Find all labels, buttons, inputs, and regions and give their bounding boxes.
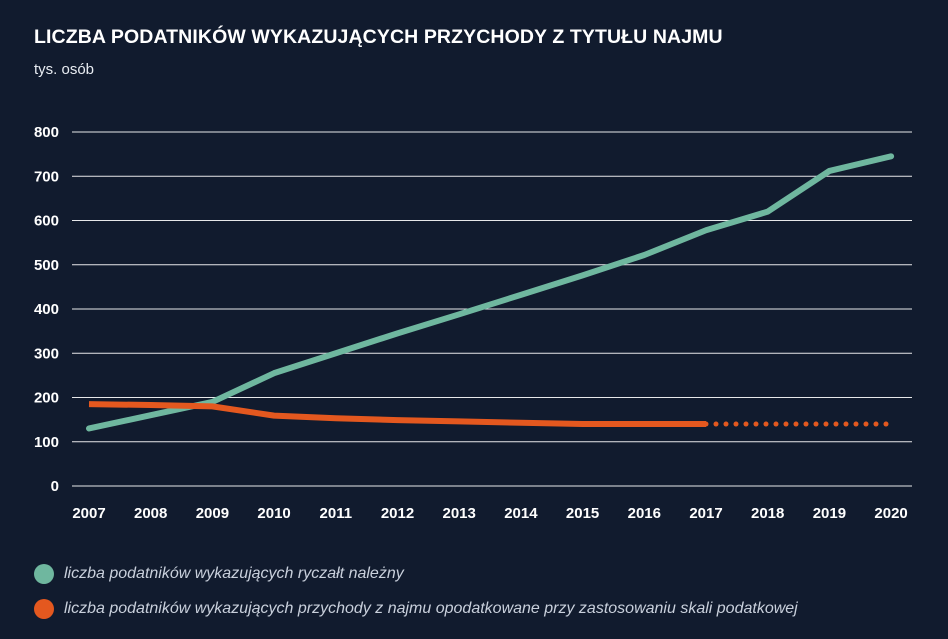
legend-item: liczba podatników wykazujących przychody…	[34, 597, 934, 621]
y-tick-label: 0	[51, 478, 59, 495]
x-tick-label: 2016	[628, 505, 661, 522]
y-tick-label: 200	[34, 390, 59, 407]
x-tick-label: 2015	[566, 505, 599, 522]
y-tick-label: 600	[34, 213, 59, 230]
y-tick-label: 100	[34, 434, 59, 451]
legend-label: liczba podatników wykazujących przychody…	[64, 600, 798, 617]
x-tick-label: 2019	[813, 505, 846, 522]
y-tick-label: 700	[34, 168, 59, 185]
line-chart: 0 100 200 300 400 500 600 700 800 2007 2008 2009 201…	[34, 124, 912, 522]
legend-item: liczba podatników wykazujących ryczałt n…	[34, 562, 934, 586]
legend-swatch	[34, 599, 54, 619]
y-tick-label: 500	[34, 257, 59, 274]
x-tick-label: 2017	[689, 505, 722, 522]
legend-label: liczba podatników wykazujących ryczałt n…	[64, 565, 404, 582]
x-tick-label: 2012	[381, 505, 414, 522]
y-tick-label: 300	[34, 345, 59, 362]
x-tick-label: 2011	[320, 505, 353, 522]
legend-swatch	[34, 564, 54, 584]
y-tick-label: 400	[34, 301, 59, 318]
x-tick-label: 2007	[72, 505, 105, 522]
x-tick-label: 2010	[257, 505, 290, 522]
x-tick-label: 2009	[196, 505, 229, 522]
series-line-green	[86, 153, 895, 432]
series-line-orange-solid	[88, 401, 706, 428]
chart-title: LICZBA PODATNIKÓW WYKAZUJĄCYCH PRZYCHODY…	[34, 26, 723, 48]
chart-unit-label: tys. osób	[34, 61, 95, 78]
chart-legend: liczba podatników wykazujących ryczałt n…	[34, 562, 934, 632]
y-tick-label: 800	[34, 124, 59, 141]
x-tick-label: 2014	[504, 505, 538, 522]
x-tick-label: 2020	[874, 505, 907, 522]
x-tick-label: 2008	[134, 505, 167, 522]
x-tick-label: 2018	[751, 505, 784, 522]
x-tick-label: 2013	[443, 505, 476, 522]
